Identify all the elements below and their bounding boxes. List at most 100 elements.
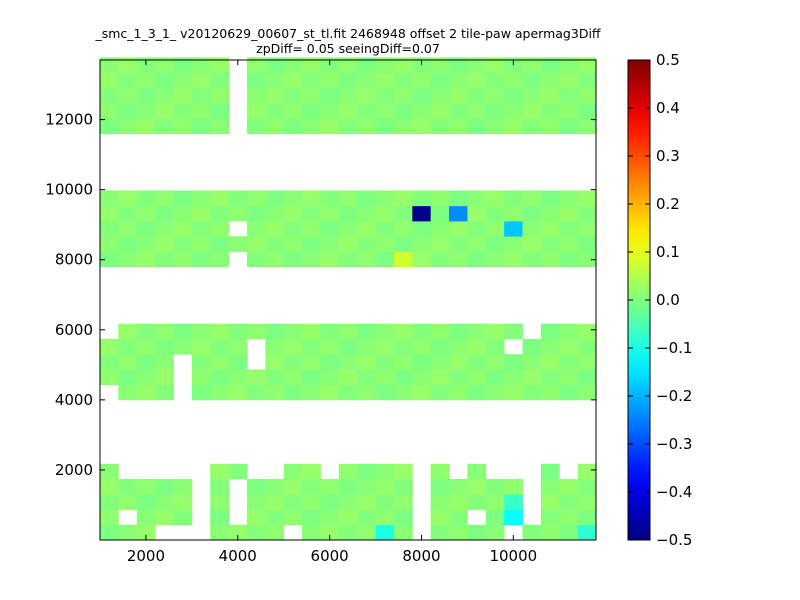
heatmap-cell: [118, 494, 138, 510]
heatmap-cell: [412, 323, 432, 340]
heatmap-cell: [357, 57, 376, 74]
heatmap-cell: [504, 118, 523, 134]
heatmap-cell: [540, 190, 560, 207]
heatmap-cell: [302, 251, 321, 268]
heatmap-cell: [265, 479, 285, 495]
heatmap-cell: [357, 479, 376, 495]
heatmap-cell: [191, 57, 211, 74]
heatmap-cell: [136, 494, 156, 510]
heatmap-cell: [210, 354, 229, 370]
colorbar-tick-label: −0.5: [656, 531, 692, 549]
heatmap-cell: [136, 236, 156, 252]
heatmap-cell: [246, 323, 266, 340]
heatmap-cell: [302, 524, 321, 541]
heatmap-cell: [155, 369, 174, 386]
heatmap-cell: [393, 205, 413, 222]
heatmap-cell: [302, 220, 321, 237]
heatmap-cell: [100, 524, 119, 541]
heatmap-cell: [522, 103, 542, 119]
heatmap-cell: [467, 323, 487, 340]
heatmap-cell: [485, 236, 505, 252]
heatmap-cell: [118, 190, 138, 207]
heatmap-cell: [357, 220, 376, 237]
heatmap-cell: [357, 338, 376, 355]
heatmap-cell: [357, 354, 376, 370]
heatmap-cell: [265, 509, 285, 526]
heatmap-cell: [173, 205, 193, 222]
heatmap-cell: [320, 494, 340, 510]
heatmap-cell: [577, 494, 597, 510]
heatmap-cell: [100, 338, 119, 355]
heatmap-cell: [430, 205, 450, 222]
heatmap-cell: [559, 354, 579, 370]
heatmap-cell: [412, 384, 432, 401]
heatmap-cell: [265, 384, 285, 401]
heatmap-cell: [412, 251, 432, 268]
heatmap-cell: [136, 369, 156, 386]
heatmap-cell: [320, 220, 340, 237]
heatmap-cell: [393, 103, 413, 119]
heatmap-cell: [265, 190, 285, 207]
heatmap-cell: [100, 205, 119, 222]
heatmap-cell: [449, 236, 468, 252]
heatmap-cell: [283, 190, 303, 207]
heatmap-cell: [430, 251, 450, 268]
heatmap-cell: [173, 236, 193, 252]
heatmap-cell: [210, 190, 229, 207]
heatmap-cell: [173, 323, 193, 340]
heatmap-cell: [265, 369, 285, 386]
heatmap-cell: [577, 220, 597, 237]
y-tick-label: 10000: [45, 181, 93, 199]
heatmap-cell: [302, 87, 321, 104]
heatmap-cell: [540, 354, 560, 370]
heatmap-cell: [449, 251, 468, 268]
heatmap-cell: [173, 190, 193, 207]
heatmap-cell: [449, 87, 468, 104]
heatmap-cell: [283, 509, 303, 526]
heatmap-cell: [338, 494, 358, 510]
heatmap-cell: [559, 220, 579, 237]
heatmap-cell: [338, 509, 358, 526]
heatmap-cell: [559, 87, 579, 104]
heatmap-cell: [522, 354, 542, 370]
heatmap-cell: [449, 369, 468, 386]
heatmap-cell: [302, 494, 321, 510]
heatmap-cell: [522, 251, 542, 268]
heatmap-cell: [210, 87, 229, 104]
heatmap-cell: [540, 384, 560, 401]
heatmap-cell: [283, 494, 303, 510]
heatmap-cell: [265, 103, 285, 119]
colorbar-gradient: [628, 60, 650, 540]
heatmap-cell: [393, 479, 413, 495]
heatmap-cell: [504, 220, 523, 237]
heatmap-cell: [155, 338, 174, 355]
heatmap-cell: [467, 524, 487, 541]
heatmap-cell: [191, 384, 211, 401]
heatmap-cell: [393, 509, 413, 526]
heatmap-cell: [375, 369, 395, 386]
heatmap-cell: [522, 338, 542, 355]
heatmap-cell: [430, 524, 450, 541]
heatmap-cell: [467, 190, 487, 207]
heatmap-cell: [357, 323, 376, 340]
heatmap-cell: [302, 236, 321, 252]
y-tick-label: 8000: [55, 251, 93, 269]
heatmap-cell: [449, 72, 468, 89]
heatmap-cell: [320, 57, 340, 74]
heatmap-cell: [485, 190, 505, 207]
heatmap-cell: [522, 57, 542, 74]
heatmap-cell: [375, 524, 395, 541]
heatmap-cell: [100, 354, 119, 370]
heatmap-cell: [467, 87, 487, 104]
heatmap-cell: [375, 205, 395, 222]
heatmap-cell: [228, 338, 248, 355]
heatmap-cell: [559, 384, 579, 401]
heatmap-cell: [375, 509, 395, 526]
plot-background: [100, 60, 596, 540]
heatmap-cell: [467, 369, 487, 386]
heatmap-cell: [210, 494, 229, 510]
heatmap-cell: [577, 338, 597, 355]
heatmap-cell: [412, 236, 432, 252]
heatmap-cell: [375, 220, 395, 237]
heatmap-cell: [283, 463, 303, 480]
